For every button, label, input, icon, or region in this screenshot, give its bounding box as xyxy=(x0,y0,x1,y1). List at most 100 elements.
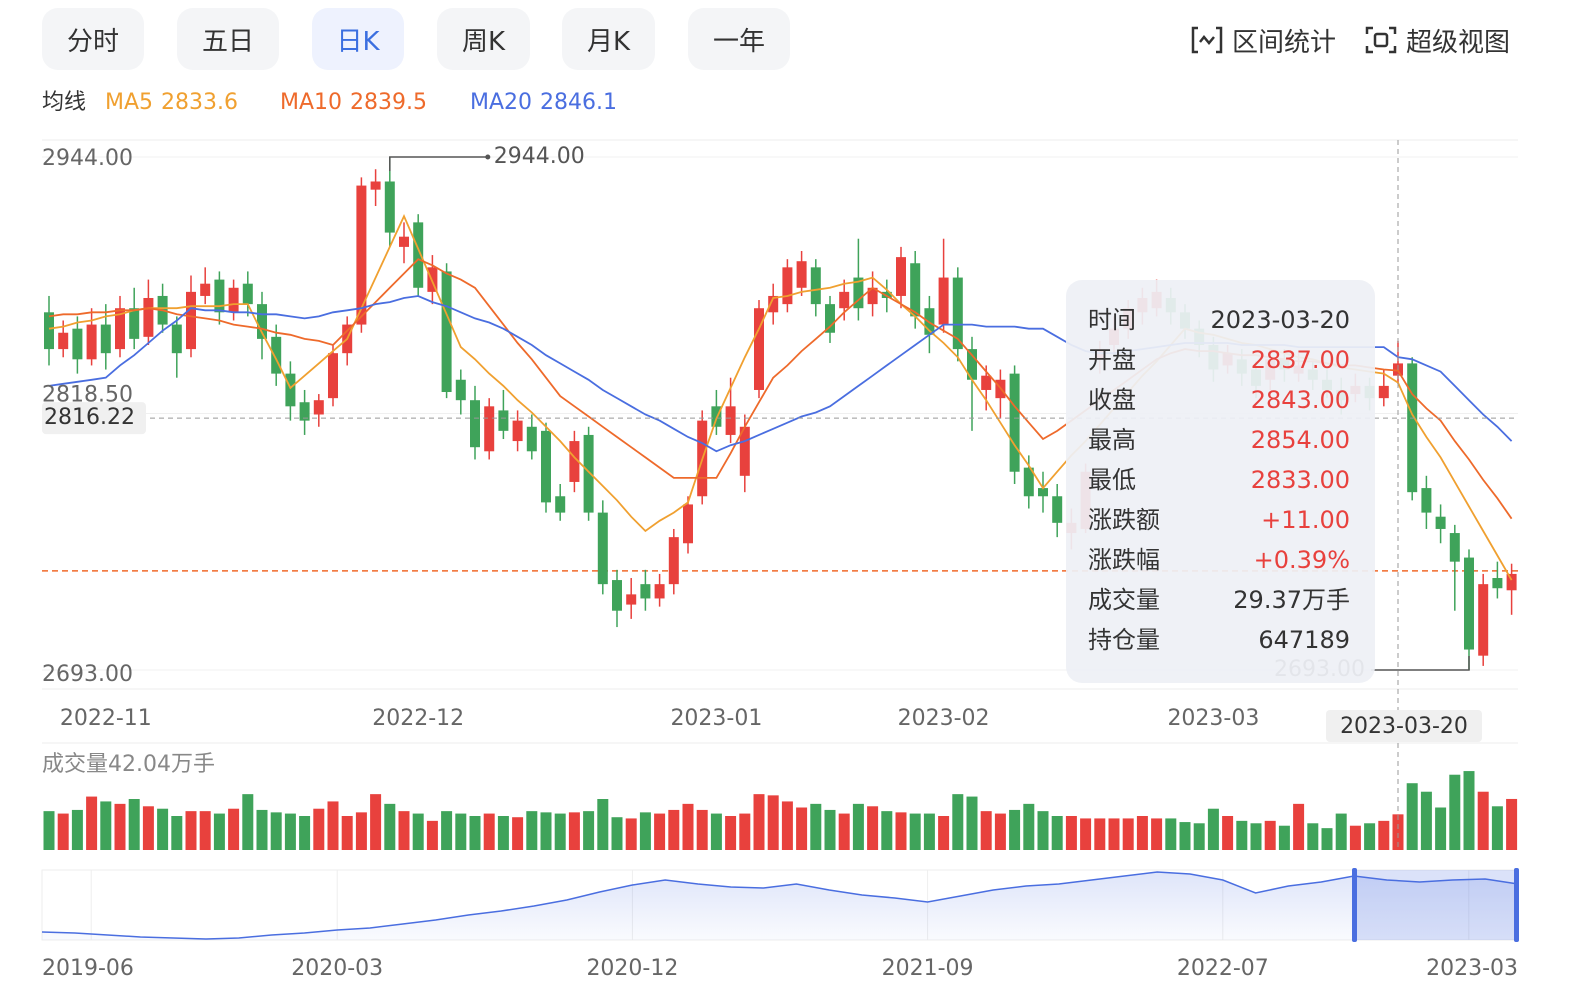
volume-bar xyxy=(355,812,367,850)
volume-bar xyxy=(895,812,907,850)
navigator-area xyxy=(42,872,1518,940)
volume-bar xyxy=(710,813,722,850)
volume-bar xyxy=(1449,774,1461,850)
volume-bar xyxy=(86,796,98,850)
candle-body xyxy=(668,537,679,585)
volume-bar xyxy=(1506,798,1518,850)
volume-bar xyxy=(1236,820,1248,850)
range-icon xyxy=(1191,26,1223,54)
volume-bar xyxy=(1222,816,1234,850)
tooltip-value: +0.39% xyxy=(1254,546,1350,574)
volume-bar xyxy=(909,813,921,850)
volume-bar xyxy=(1193,823,1205,850)
candle-body xyxy=(739,426,750,476)
volume-bar xyxy=(497,816,509,850)
candle-body xyxy=(455,379,466,401)
candle-body xyxy=(796,261,807,288)
volume-bar xyxy=(100,801,112,850)
candle-body xyxy=(370,181,381,190)
volume-bar xyxy=(1420,791,1432,850)
period-tab[interactable]: 分时 xyxy=(42,8,144,70)
volume-bar xyxy=(384,803,396,850)
volume-bar xyxy=(43,811,55,850)
volume-bar xyxy=(1293,803,1305,850)
volume-bar xyxy=(1023,803,1035,850)
range-stats-button[interactable]: 区间统计 xyxy=(1190,20,1336,60)
candle-body xyxy=(413,222,424,288)
navigator-tick-label: 2021-09 xyxy=(882,956,974,981)
volume-bar xyxy=(1321,828,1333,850)
tooltip-label: 开盘 xyxy=(1088,346,1136,374)
legend-value: 2846.1 xyxy=(540,90,617,115)
volume-bar xyxy=(1349,825,1361,850)
max-label: 2944.00 xyxy=(494,144,585,169)
navigator-window[interactable] xyxy=(1354,870,1518,940)
volume-bar xyxy=(1406,783,1418,850)
candle-body xyxy=(328,353,338,399)
volume-bar xyxy=(242,794,254,850)
volume-bar xyxy=(838,813,850,850)
crosshair-y-label: 2816.22 xyxy=(44,405,135,430)
legend-entry: MA5 2833.6 xyxy=(105,90,238,115)
period-tab[interactable]: 日K xyxy=(312,8,404,70)
candle-body xyxy=(129,308,140,339)
candle-body xyxy=(768,295,779,313)
volume-bar xyxy=(540,812,552,850)
candle-body xyxy=(484,406,495,452)
candle-body xyxy=(967,349,977,380)
candle-body xyxy=(583,434,594,513)
volume-bar xyxy=(1080,818,1092,850)
volume-bar xyxy=(71,809,83,850)
volume-bar xyxy=(568,812,580,850)
volume-bar xyxy=(370,794,382,850)
volume-bar xyxy=(1335,813,1347,850)
volume-bar xyxy=(654,813,666,850)
tooltip-value: 2023-03-20 xyxy=(1211,306,1350,334)
volume-bar xyxy=(739,813,751,850)
tooltip-box xyxy=(1066,280,1375,683)
candle-body xyxy=(228,287,239,313)
crosshair-x-label: 2023-03-20 xyxy=(1340,714,1468,739)
volume-bar xyxy=(128,799,140,850)
candle-body xyxy=(470,400,480,448)
period-tab[interactable]: 一年 xyxy=(688,8,790,70)
super-view-button[interactable]: 超级视图 xyxy=(1364,20,1510,60)
volume-bar xyxy=(796,807,808,850)
candle-body xyxy=(1449,533,1460,562)
tooltip-label: 持仓量 xyxy=(1088,626,1160,654)
navigator-handle[interactable] xyxy=(1514,868,1519,942)
volume-bar xyxy=(455,813,467,850)
period-tab[interactable]: 月K xyxy=(562,8,655,70)
volume-bar xyxy=(1136,816,1148,850)
candle-body xyxy=(1038,488,1048,497)
legend-name: MA10 xyxy=(280,90,342,115)
navigator-tick-label: 2023-03 xyxy=(1426,956,1518,981)
candle-body xyxy=(1023,467,1034,497)
candle-body xyxy=(810,267,821,305)
volume-bar xyxy=(810,803,822,850)
volume-bar xyxy=(185,811,197,850)
volume-bar xyxy=(526,811,538,850)
period-tab[interactable]: 周K xyxy=(437,8,530,70)
volume-bar xyxy=(583,811,595,850)
volume-bar xyxy=(313,808,325,850)
navigator-handle[interactable] xyxy=(1352,868,1357,942)
volume-bar xyxy=(952,794,964,850)
volume-bar xyxy=(114,803,126,850)
max-pointer xyxy=(389,156,488,171)
candle-body xyxy=(853,277,864,309)
candle-body xyxy=(1478,584,1489,656)
volume-bar xyxy=(767,795,779,850)
candle-body xyxy=(1407,363,1418,493)
candle-body xyxy=(881,291,892,298)
candle-body xyxy=(399,236,409,247)
candle-body xyxy=(1421,488,1432,513)
candle-body xyxy=(271,336,282,374)
candle-body xyxy=(597,512,608,585)
period-tab[interactable]: 五日 xyxy=(177,8,279,70)
view-icon xyxy=(1365,26,1397,54)
volume-bar xyxy=(1491,806,1503,850)
candle-body xyxy=(72,328,83,360)
volume-bar xyxy=(781,801,793,850)
